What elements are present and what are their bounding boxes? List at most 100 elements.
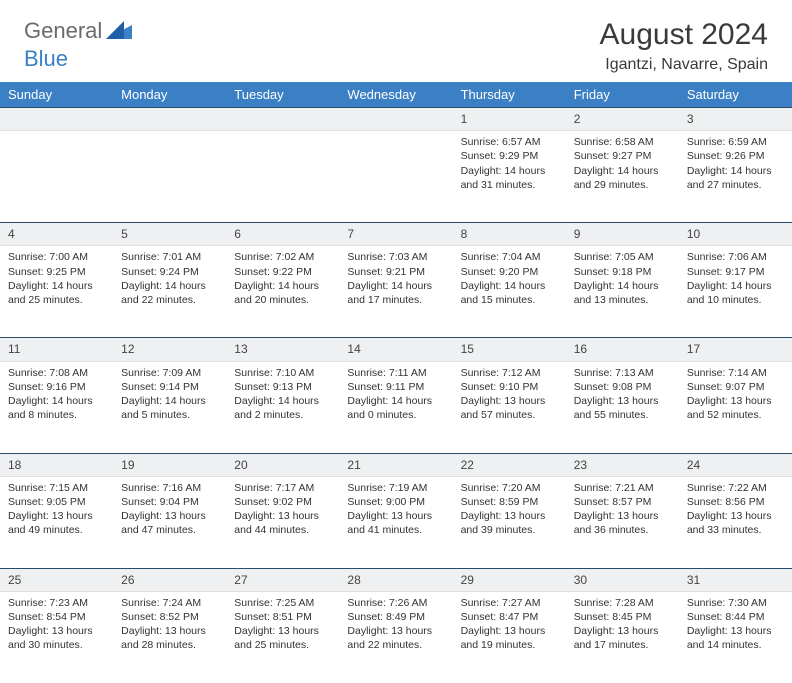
sunrise-text: Sunrise: 7:24 AM (121, 596, 218, 610)
day2-text: and 49 minutes. (8, 523, 105, 537)
day-number: 17 (679, 338, 792, 361)
sunset-text: Sunset: 8:52 PM (121, 610, 218, 624)
day-cell: Sunrise: 6:58 AMSunset: 9:27 PMDaylight:… (566, 131, 679, 223)
sunrise-text: Sunrise: 7:27 AM (461, 596, 558, 610)
day2-text: and 25 minutes. (234, 638, 331, 652)
day-number: 29 (453, 568, 566, 591)
day2-text: and 55 minutes. (574, 408, 671, 422)
sunrise-text: Sunrise: 7:22 AM (687, 481, 784, 495)
sunrise-text: Sunrise: 7:00 AM (8, 250, 105, 264)
day-cell: Sunrise: 7:12 AMSunset: 9:10 PMDaylight:… (453, 361, 566, 453)
brand-part1: General (24, 18, 102, 44)
day-number: 23 (566, 453, 679, 476)
day-cell: Sunrise: 7:16 AMSunset: 9:04 PMDaylight:… (113, 476, 226, 568)
day2-text: and 17 minutes. (347, 293, 444, 307)
day1-text: Daylight: 14 hours (234, 394, 331, 408)
day-number: 8 (453, 223, 566, 246)
day-number: 20 (226, 453, 339, 476)
weekday-header: Tuesday (226, 82, 339, 108)
sunset-text: Sunset: 8:56 PM (687, 495, 784, 509)
day2-text: and 0 minutes. (347, 408, 444, 422)
sunset-text: Sunset: 9:10 PM (461, 380, 558, 394)
day-cell: Sunrise: 7:30 AMSunset: 8:44 PMDaylight:… (679, 591, 792, 683)
brand-logo: General (24, 18, 134, 44)
sunrise-text: Sunrise: 7:19 AM (347, 481, 444, 495)
sunrise-text: Sunrise: 6:57 AM (461, 135, 558, 149)
day1-text: Daylight: 13 hours (461, 624, 558, 638)
day1-text: Daylight: 14 hours (461, 279, 558, 293)
day2-text: and 31 minutes. (461, 178, 558, 192)
day1-text: Daylight: 13 hours (574, 624, 671, 638)
day-number (0, 108, 113, 131)
day-number: 30 (566, 568, 679, 591)
sunrise-text: Sunrise: 7:20 AM (461, 481, 558, 495)
day1-text: Daylight: 14 hours (687, 164, 784, 178)
day2-text: and 41 minutes. (347, 523, 444, 537)
day1-text: Daylight: 13 hours (574, 509, 671, 523)
sunrise-text: Sunrise: 7:26 AM (347, 596, 444, 610)
day-cell: Sunrise: 7:09 AMSunset: 9:14 PMDaylight:… (113, 361, 226, 453)
day2-text: and 15 minutes. (461, 293, 558, 307)
day2-text: and 52 minutes. (687, 408, 784, 422)
day-cell: Sunrise: 7:02 AMSunset: 9:22 PMDaylight:… (226, 246, 339, 338)
day-number: 25 (0, 568, 113, 591)
day2-text: and 33 minutes. (687, 523, 784, 537)
weekday-header-row: Sunday Monday Tuesday Wednesday Thursday… (0, 82, 792, 108)
day-number: 22 (453, 453, 566, 476)
day2-text: and 2 minutes. (234, 408, 331, 422)
day2-text: and 13 minutes. (574, 293, 671, 307)
sunrise-text: Sunrise: 7:25 AM (234, 596, 331, 610)
day-cell (226, 131, 339, 223)
daynum-row: 123 (0, 108, 792, 131)
day-number: 15 (453, 338, 566, 361)
sunset-text: Sunset: 9:17 PM (687, 265, 784, 279)
day2-text: and 57 minutes. (461, 408, 558, 422)
day-number: 4 (0, 223, 113, 246)
day1-text: Daylight: 13 hours (347, 624, 444, 638)
sunset-text: Sunset: 8:44 PM (687, 610, 784, 624)
day-number: 27 (226, 568, 339, 591)
location: Igantzi, Navarre, Spain (600, 56, 768, 74)
flag-icon (106, 19, 132, 44)
day1-text: Daylight: 13 hours (687, 509, 784, 523)
day-cell: Sunrise: 7:19 AMSunset: 9:00 PMDaylight:… (339, 476, 452, 568)
title-block: August 2024 Igantzi, Navarre, Spain (600, 18, 768, 74)
sunset-text: Sunset: 8:59 PM (461, 495, 558, 509)
sunset-text: Sunset: 9:27 PM (574, 149, 671, 163)
day-number (226, 108, 339, 131)
day2-text: and 22 minutes. (347, 638, 444, 652)
day-cell (0, 131, 113, 223)
weekday-header: Monday (113, 82, 226, 108)
day-number: 18 (0, 453, 113, 476)
sunrise-text: Sunrise: 7:10 AM (234, 366, 331, 380)
day2-text: and 5 minutes. (121, 408, 218, 422)
day1-text: Daylight: 14 hours (234, 279, 331, 293)
sunrise-text: Sunrise: 7:28 AM (574, 596, 671, 610)
day2-text: and 8 minutes. (8, 408, 105, 422)
day-cell: Sunrise: 7:13 AMSunset: 9:08 PMDaylight:… (566, 361, 679, 453)
day-cell: Sunrise: 7:24 AMSunset: 8:52 PMDaylight:… (113, 591, 226, 683)
sunset-text: Sunset: 9:20 PM (461, 265, 558, 279)
weekday-header: Thursday (453, 82, 566, 108)
day1-text: Daylight: 13 hours (8, 509, 105, 523)
day1-text: Daylight: 13 hours (461, 509, 558, 523)
daynum-row: 45678910 (0, 223, 792, 246)
sunset-text: Sunset: 9:04 PM (121, 495, 218, 509)
day-cell: Sunrise: 7:03 AMSunset: 9:21 PMDaylight:… (339, 246, 452, 338)
day1-text: Daylight: 13 hours (121, 624, 218, 638)
brand-part2: Blue (24, 46, 68, 71)
day1-text: Daylight: 13 hours (8, 624, 105, 638)
day-cell: Sunrise: 7:01 AMSunset: 9:24 PMDaylight:… (113, 246, 226, 338)
day-cell: Sunrise: 7:27 AMSunset: 8:47 PMDaylight:… (453, 591, 566, 683)
day-number: 28 (339, 568, 452, 591)
sunset-text: Sunset: 9:18 PM (574, 265, 671, 279)
sunrise-text: Sunrise: 7:04 AM (461, 250, 558, 264)
day-number: 31 (679, 568, 792, 591)
sunset-text: Sunset: 8:57 PM (574, 495, 671, 509)
day-number: 2 (566, 108, 679, 131)
day2-text: and 25 minutes. (8, 293, 105, 307)
daynum-row: 11121314151617 (0, 338, 792, 361)
day1-text: Daylight: 13 hours (347, 509, 444, 523)
sunrise-text: Sunrise: 7:21 AM (574, 481, 671, 495)
day-number: 7 (339, 223, 452, 246)
